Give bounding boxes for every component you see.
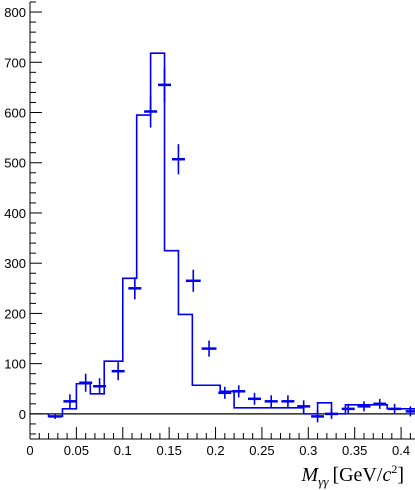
data-point bbox=[357, 401, 371, 412]
x-tick-label: 0.15 bbox=[157, 443, 182, 458]
data-point bbox=[388, 403, 402, 414]
y-tick-label: 700 bbox=[4, 55, 26, 70]
y-tick-label: 500 bbox=[4, 156, 26, 171]
data-point bbox=[128, 277, 142, 300]
data-point bbox=[144, 95, 158, 128]
y-tick-label: 800 bbox=[4, 5, 26, 20]
data-point bbox=[48, 413, 62, 419]
data-point bbox=[79, 373, 93, 392]
x-tick-label: 0.2 bbox=[207, 443, 225, 458]
histogram-series bbox=[47, 52, 415, 418]
axes: 0 0.05 0.1 0.15 0.2 0.25 0.3 0.35 0.4 0 100 200 300 4… bbox=[4, 1, 415, 458]
data-point bbox=[311, 410, 325, 423]
y-tick-label: 100 bbox=[4, 357, 26, 372]
data-point bbox=[111, 362, 125, 381]
data-point bbox=[325, 408, 338, 419]
data-point bbox=[264, 395, 278, 408]
x-tick-label: 0.1 bbox=[114, 443, 132, 458]
data-point bbox=[63, 394, 77, 409]
x-tick-label: 0.4 bbox=[392, 443, 410, 458]
data-point bbox=[201, 340, 217, 357]
x-tick-label: 0.05 bbox=[64, 443, 89, 458]
data-points-series bbox=[48, 67, 415, 423]
data-point bbox=[405, 406, 415, 417]
y-tick-label: 400 bbox=[4, 206, 26, 221]
data-point bbox=[297, 400, 311, 413]
y-tick-label: 300 bbox=[4, 256, 26, 271]
data-point bbox=[185, 269, 201, 292]
data-point bbox=[248, 392, 261, 405]
x-tick-label: 0.3 bbox=[299, 443, 317, 458]
data-point bbox=[171, 144, 185, 175]
y-tick-label: 600 bbox=[4, 106, 26, 121]
data-point bbox=[281, 395, 295, 408]
x-tick-label: 0 bbox=[26, 443, 33, 458]
data-point bbox=[93, 378, 107, 395]
data-point bbox=[218, 386, 232, 399]
y-tick-label: 200 bbox=[4, 306, 26, 321]
data-point bbox=[232, 385, 246, 398]
histogram-outline bbox=[47, 52, 415, 418]
data-point bbox=[373, 398, 387, 409]
x-axis-title: Mγγ [GeV/c2] bbox=[301, 462, 404, 489]
x-tick-label: 0.25 bbox=[249, 443, 274, 458]
data-point bbox=[341, 403, 355, 414]
y-tick-label: 0 bbox=[19, 407, 26, 422]
data-point bbox=[158, 67, 172, 103]
x-tick-label: 0.35 bbox=[342, 443, 367, 458]
